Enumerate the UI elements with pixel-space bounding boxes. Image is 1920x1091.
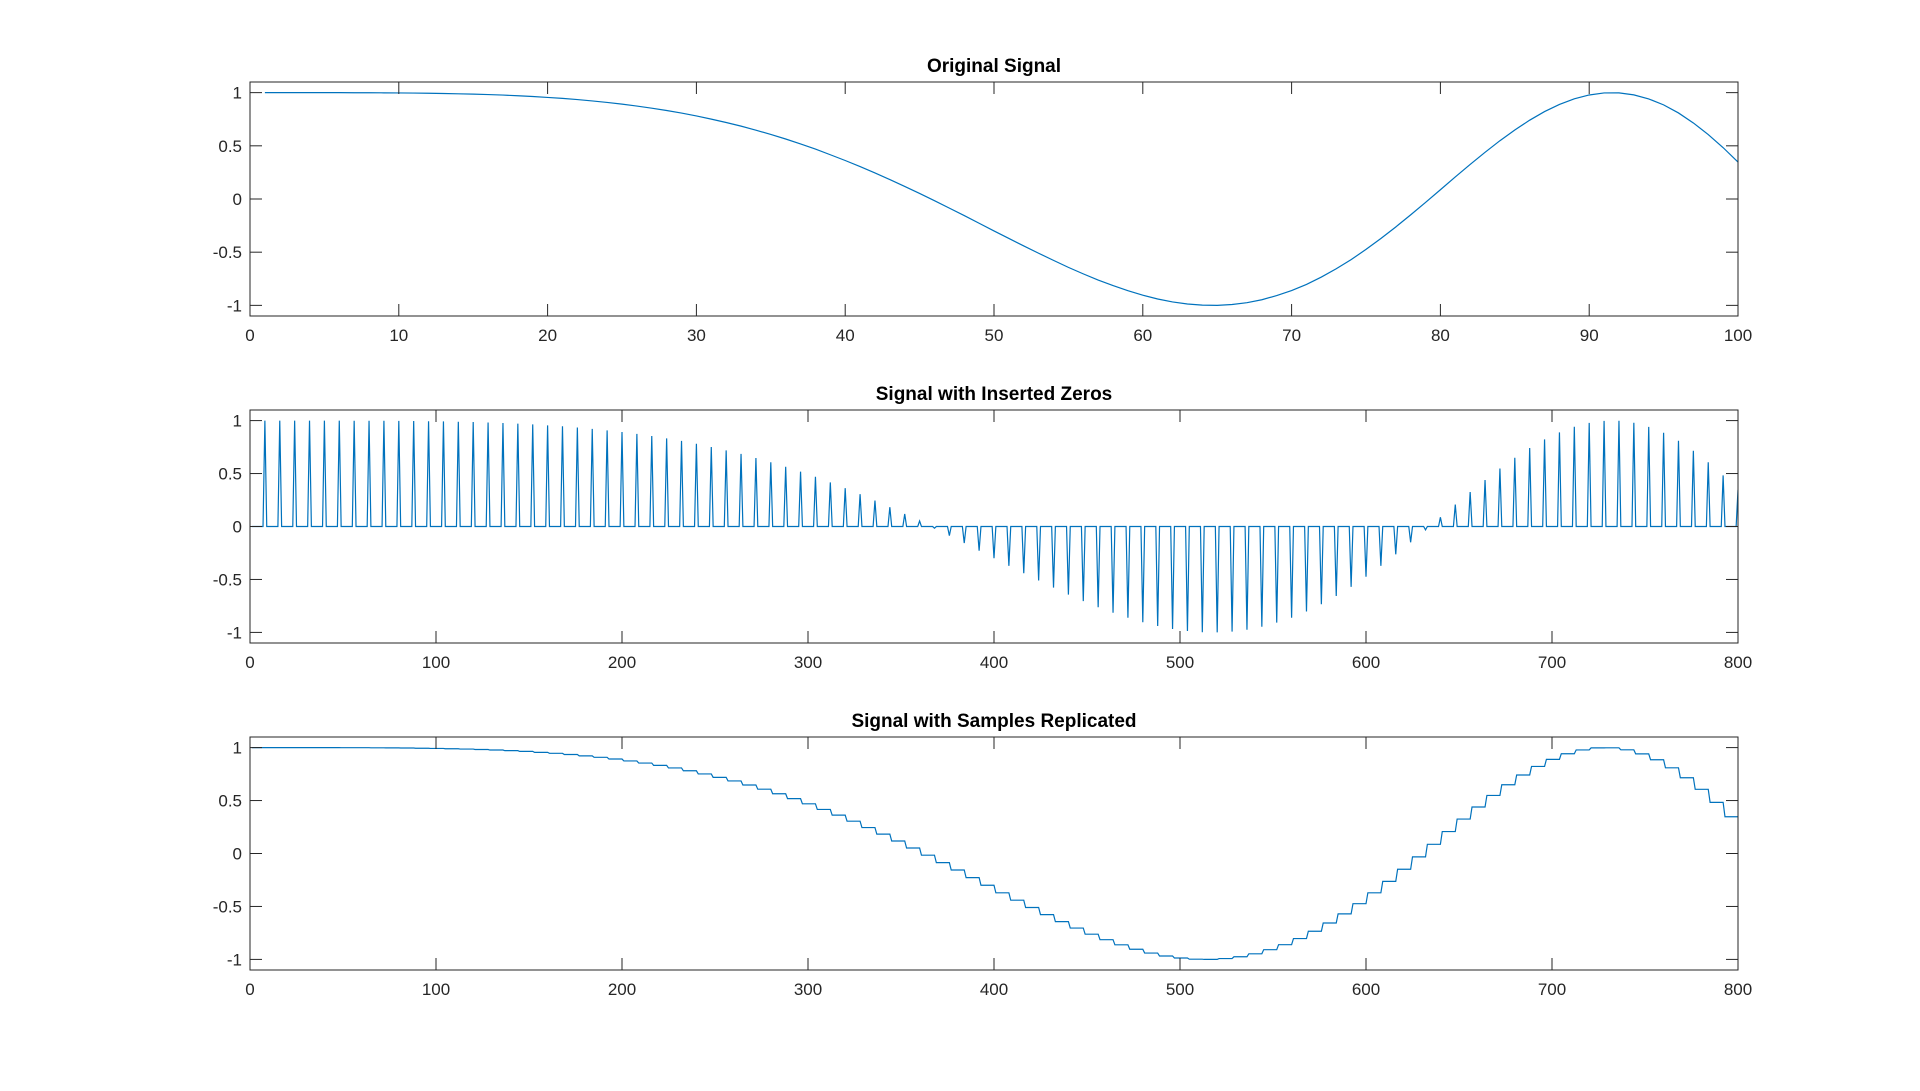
x-tick-label: 400	[980, 980, 1008, 999]
x-tick-label: 600	[1352, 980, 1380, 999]
x-tick-label: 700	[1538, 653, 1566, 672]
y-tick-label: -1	[227, 296, 242, 315]
x-tick-label: 80	[1431, 326, 1450, 345]
x-tick-label: 800	[1724, 980, 1752, 999]
x-tick-label: 40	[836, 326, 855, 345]
x-tick-label: 400	[980, 653, 1008, 672]
y-tick-label: 1	[233, 739, 242, 758]
x-tick-label: 70	[1282, 326, 1301, 345]
y-tick-label: 0.5	[218, 137, 242, 156]
x-tick-label: 0	[245, 653, 254, 672]
y-tick-label: -1	[227, 950, 242, 969]
x-tick-label: 200	[608, 653, 636, 672]
x-tick-label: 500	[1166, 980, 1194, 999]
x-tick-label: 100	[422, 980, 450, 999]
y-tick-label: 1	[233, 412, 242, 431]
y-tick-label: 0	[233, 190, 242, 209]
subplot-2: 0 100 200 300 400 500 600 700 800 1 0.5 0 -0.5 -1 Sign…	[213, 384, 1752, 672]
x-tick-label: 700	[1538, 980, 1566, 999]
series-line	[251, 746, 1738, 961]
x-tick-label: 20	[538, 326, 557, 345]
y-tick-label: -0.5	[213, 243, 242, 262]
x-tick-label: 100	[1724, 326, 1752, 345]
subplot-title: Signal with Inserted Zeros	[876, 384, 1113, 405]
x-tick-label: 300	[794, 653, 822, 672]
y-tick-label: 0	[233, 845, 242, 864]
x-tick-label: 200	[608, 980, 636, 999]
series-line	[264, 92, 1738, 306]
x-tick-label: 800	[1724, 653, 1752, 672]
x-tick-label: 0	[245, 980, 254, 999]
y-tick-label: 0.5	[218, 465, 242, 484]
x-tick-label: 50	[985, 326, 1004, 345]
axes-box	[249, 81, 1739, 317]
x-tick-label: 100	[422, 653, 450, 672]
subplot-1: 0 10 20 30 40 50 60 70 80 90 100 1 0.5 0 -0.5 -1 Origina…	[213, 56, 1752, 345]
y-tick-label: 0	[233, 518, 242, 537]
y-tick-label: 0.5	[218, 792, 242, 811]
x-tick-label: 500	[1166, 653, 1194, 672]
series-line	[251, 420, 1738, 633]
x-tick-label: 300	[794, 980, 822, 999]
y-tick-label: 1	[233, 84, 242, 103]
x-tick-label: 10	[389, 326, 408, 345]
x-tick-label: 600	[1352, 653, 1380, 672]
x-tick-label: 30	[687, 326, 706, 345]
subplot-title: Signal with Samples Replicated	[851, 711, 1136, 732]
axes-box	[249, 736, 1739, 971]
subplot-3: 0 100 200 300 400 500 600 700 800 1 0.5 0 -0.5 -1 Sign…	[213, 711, 1752, 999]
x-tick-label: 0	[245, 326, 254, 345]
subplot-title: Original Signal	[927, 56, 1061, 77]
x-tick-label: 60	[1133, 326, 1152, 345]
x-tick-label: 90	[1580, 326, 1599, 345]
y-tick-label: -1	[227, 623, 242, 642]
y-tick-label: -0.5	[213, 570, 242, 589]
y-tick-label: -0.5	[213, 897, 242, 916]
